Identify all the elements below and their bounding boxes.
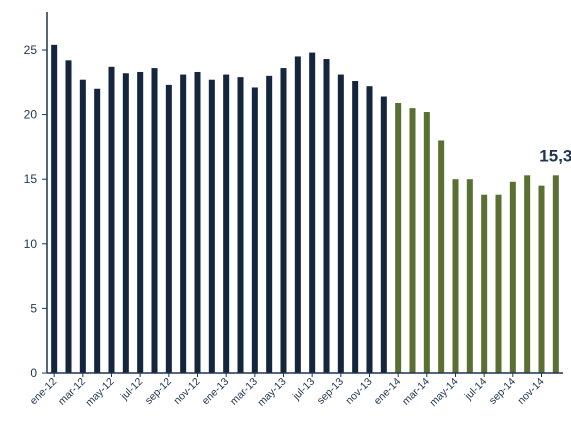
x-tick-label: sep-12 (143, 376, 174, 407)
bar (79, 79, 86, 373)
bar (137, 71, 144, 374)
data-label: 15,3 (539, 146, 571, 165)
bar (208, 79, 215, 373)
bar (495, 194, 502, 373)
bar (337, 74, 344, 374)
bar (452, 179, 459, 373)
x-tick-label: sep-14 (487, 376, 518, 407)
x-tick-label: mar-14 (400, 376, 432, 408)
bar (51, 44, 58, 373)
bar (395, 102, 402, 373)
bar (223, 74, 230, 374)
bar (194, 71, 201, 374)
bar (94, 88, 101, 373)
data-labels: 15,3 (539, 146, 571, 165)
y-tick-label: 20 (24, 108, 38, 122)
bar (65, 60, 72, 374)
bar (438, 140, 445, 373)
x-tick-label: jul-14 (462, 376, 489, 403)
x-tick-label: ene-12 (28, 376, 60, 408)
bar (538, 185, 545, 373)
bar (323, 59, 330, 373)
bar (380, 96, 387, 373)
y-axis-ticks: 0 5 10 15 20 25 (24, 43, 47, 380)
bar (309, 52, 316, 373)
y-tick-label: 15 (24, 172, 38, 186)
bar (423, 112, 430, 374)
bar (266, 75, 273, 373)
bar (409, 108, 416, 373)
bar (165, 84, 172, 373)
bar (108, 66, 115, 374)
x-tick-label: jul-13 (290, 376, 317, 403)
bar (552, 175, 559, 373)
bar (352, 81, 359, 373)
bar (466, 179, 473, 373)
bar (280, 68, 287, 373)
x-tick-label: sep-13 (315, 376, 346, 407)
y-tick-label: 0 (30, 366, 37, 380)
bar (237, 77, 244, 373)
y-tick-label: 5 (30, 301, 37, 315)
x-tick-label: may-14 (427, 376, 460, 409)
bars (51, 44, 559, 374)
x-tick-label: jul-12 (118, 376, 145, 403)
bar (524, 175, 531, 373)
x-tick-label: ene-13 (200, 376, 232, 408)
bar (481, 194, 488, 373)
x-tick-label: ene-14 (372, 376, 404, 408)
x-tick-label: nov-14 (515, 376, 546, 407)
bar (180, 74, 187, 374)
x-tick-label: nov-12 (171, 376, 202, 407)
x-tick-label: nov-13 (343, 376, 374, 407)
y-tick-label: 10 (24, 237, 38, 251)
x-tick-label: may-13 (255, 376, 288, 409)
x-tick-label: mar-13 (228, 376, 260, 408)
bar (151, 68, 158, 373)
bar (122, 73, 129, 373)
x-tick-label: mar-12 (56, 376, 88, 408)
y-tick-label: 25 (24, 43, 38, 57)
bar (509, 181, 516, 373)
bar (366, 86, 373, 374)
x-tick-label: may-12 (83, 376, 116, 409)
bar (294, 56, 301, 374)
bar (251, 87, 258, 373)
